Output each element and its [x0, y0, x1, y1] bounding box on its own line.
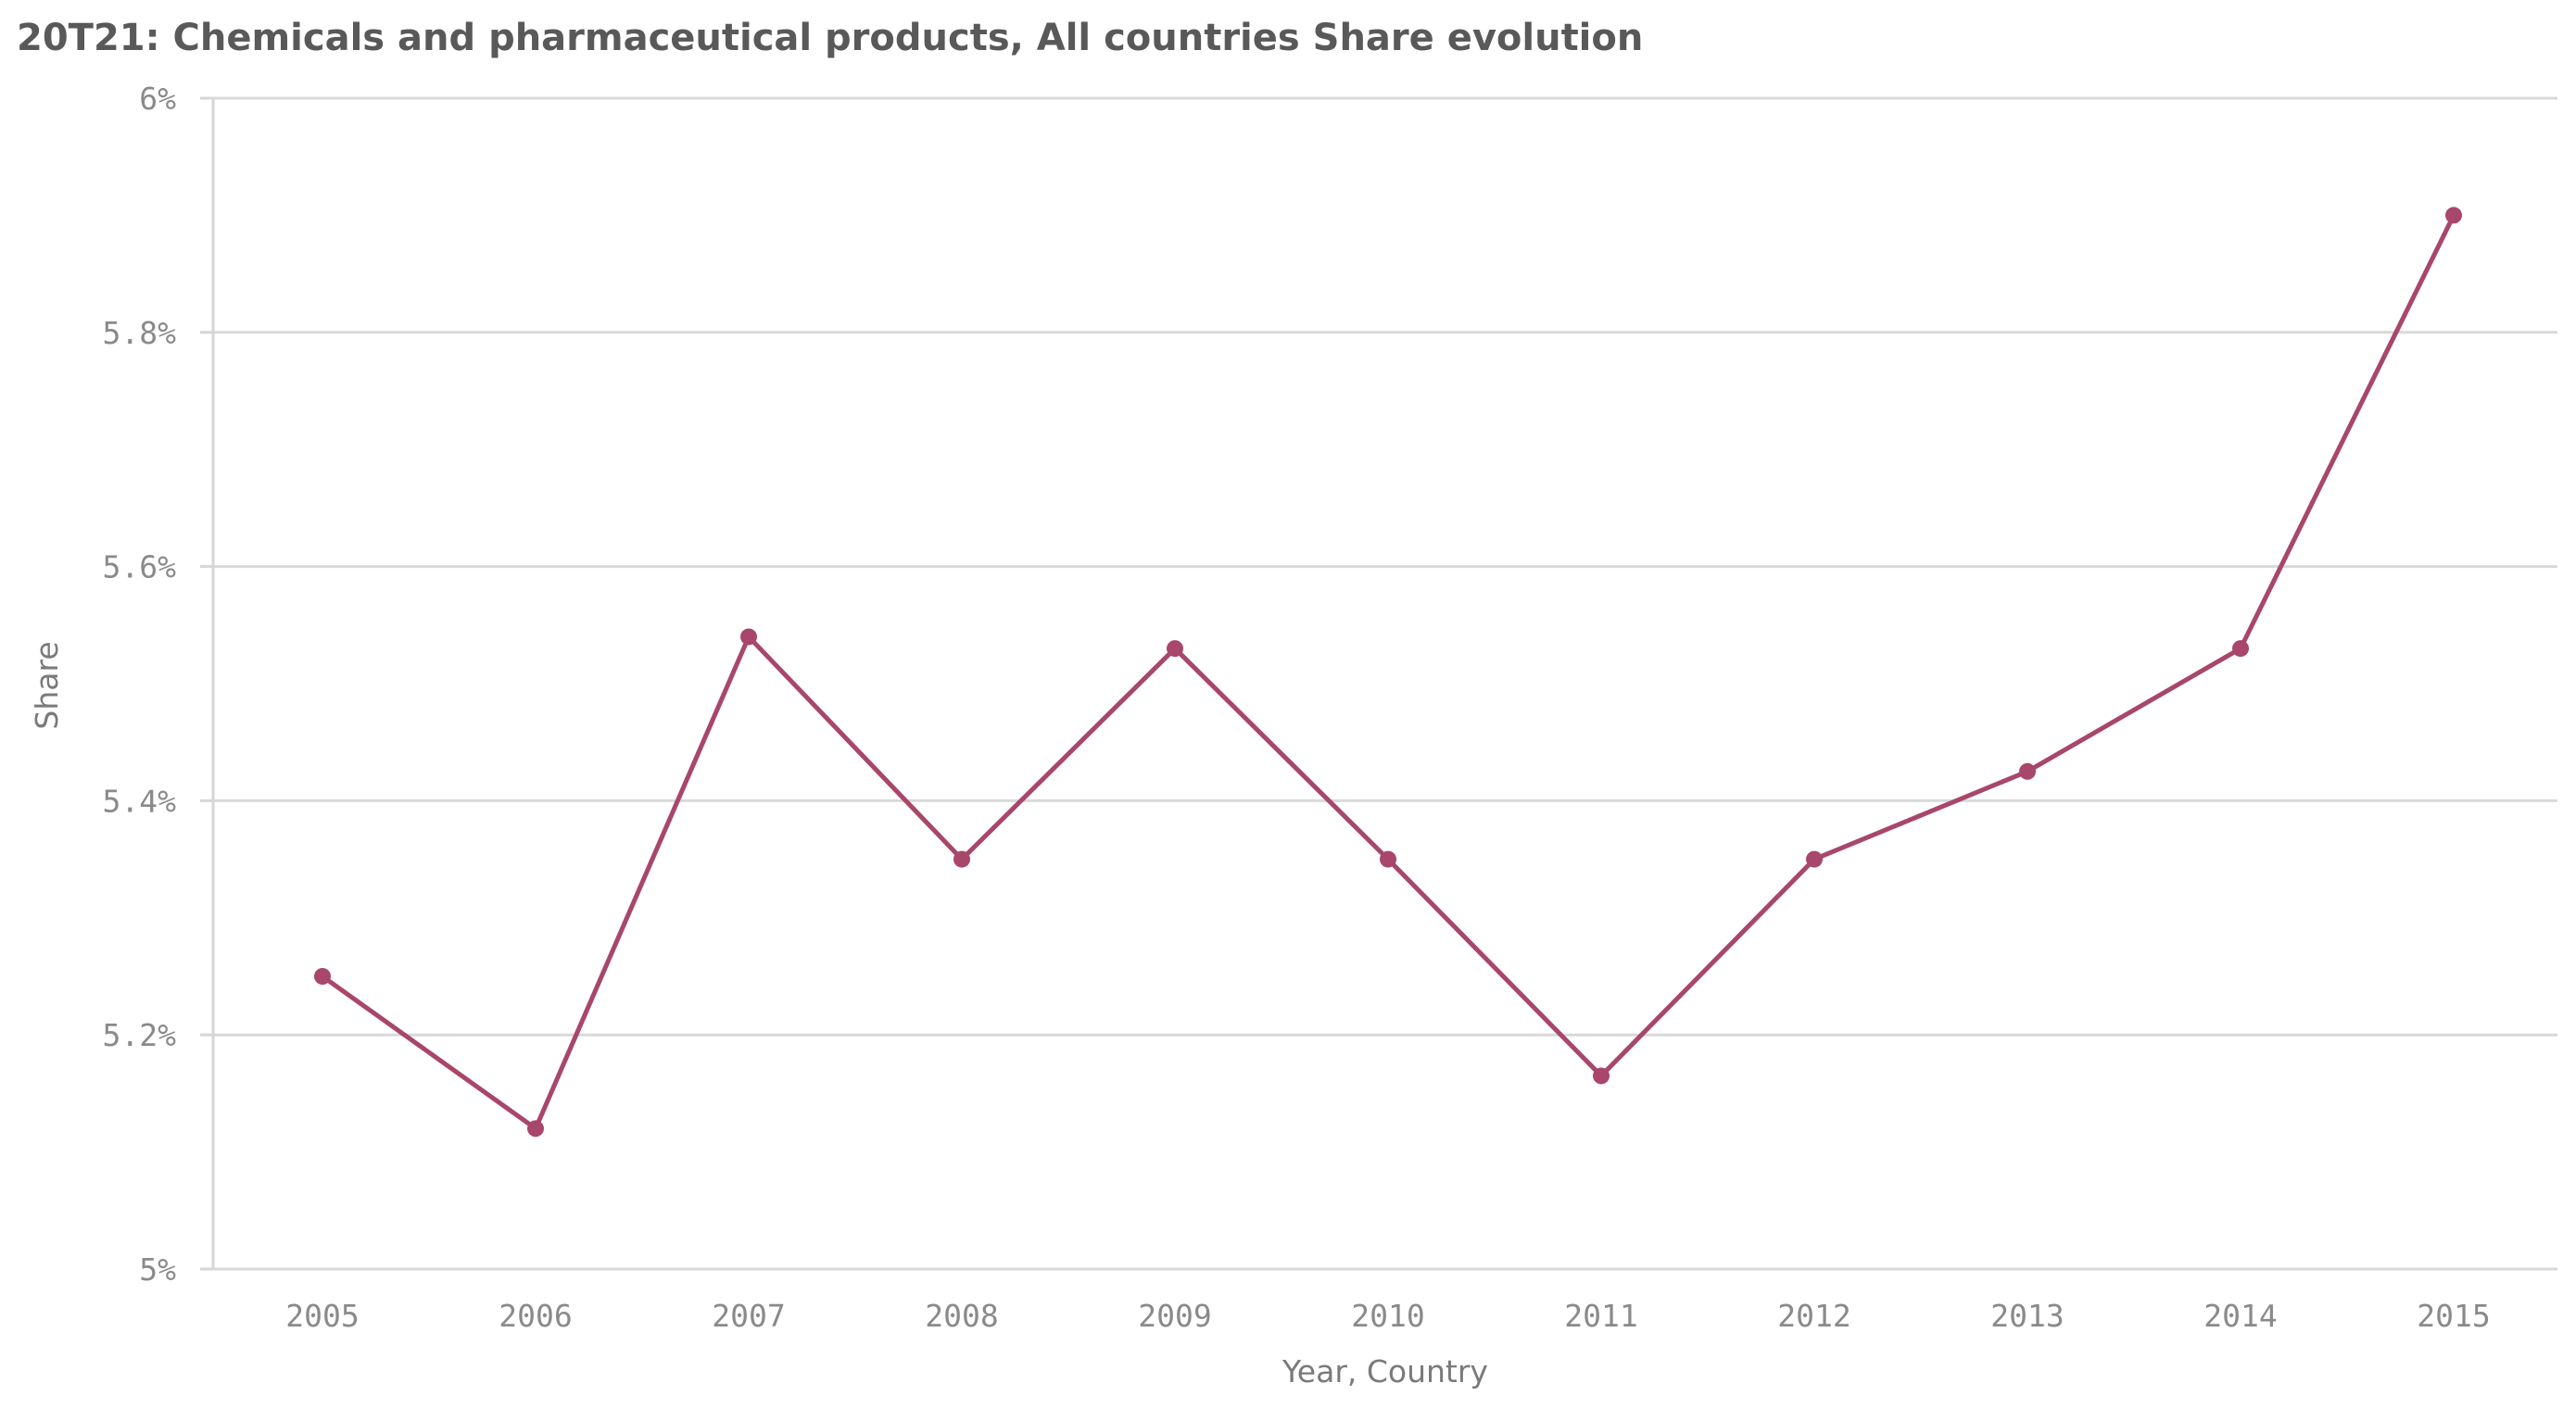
- data-point[interactable]: [1806, 850, 1823, 868]
- data-point[interactable]: [2019, 762, 2036, 780]
- y-tick-label: 5.6%: [103, 549, 177, 585]
- series-line: [320, 212, 2456, 1131]
- x-axis-title: Year, Country: [1282, 1353, 1488, 1389]
- x-tick-label: 2012: [1777, 1298, 1850, 1334]
- x-tick-label: 2008: [925, 1298, 998, 1334]
- data-point[interactable]: [1593, 1067, 1610, 1085]
- data-point[interactable]: [314, 968, 331, 985]
- data-point[interactable]: [2232, 640, 2249, 658]
- x-tick-label: 2011: [1564, 1298, 1637, 1334]
- data-point[interactable]: [740, 628, 757, 646]
- x-tick-label: 2010: [1351, 1298, 1424, 1334]
- data-point[interactable]: [953, 850, 970, 868]
- y-tick-label: 5.2%: [103, 1017, 177, 1053]
- x-tick-label: 2009: [1138, 1298, 1211, 1334]
- data-point[interactable]: [527, 1120, 544, 1138]
- x-tick-label: 2013: [1990, 1298, 2064, 1334]
- x-tick-label: 2014: [2203, 1298, 2277, 1334]
- y-tick-label: 5.4%: [103, 783, 177, 819]
- series: [314, 207, 2462, 1138]
- x-tick-label: 2005: [285, 1298, 359, 1334]
- y-tick-label: 5.8%: [103, 315, 177, 351]
- x-tick-label: 2007: [712, 1298, 785, 1334]
- x-tick-label: 2006: [499, 1298, 572, 1334]
- chart-title: 20T21: Chemicals and pharmaceutical prod…: [17, 17, 1644, 59]
- data-point[interactable]: [1167, 640, 1183, 658]
- data-point[interactable]: [2445, 207, 2462, 224]
- y-axis: 5% 5.2% 5.4% 5.6% 5.8% 6%: [103, 81, 213, 1288]
- gridlines: [213, 96, 2557, 1271]
- x-tick-label: 2015: [2417, 1298, 2490, 1334]
- data-point[interactable]: [1380, 850, 1396, 868]
- y-axis-title: Share: [29, 641, 65, 729]
- y-tick-label: 6%: [139, 81, 176, 117]
- y-tick-label: 5%: [139, 1251, 176, 1288]
- x-axis: 2005 2006 2007 2008 2009 2010 2011 2012 2013 2014…: [285, 1298, 2490, 1334]
